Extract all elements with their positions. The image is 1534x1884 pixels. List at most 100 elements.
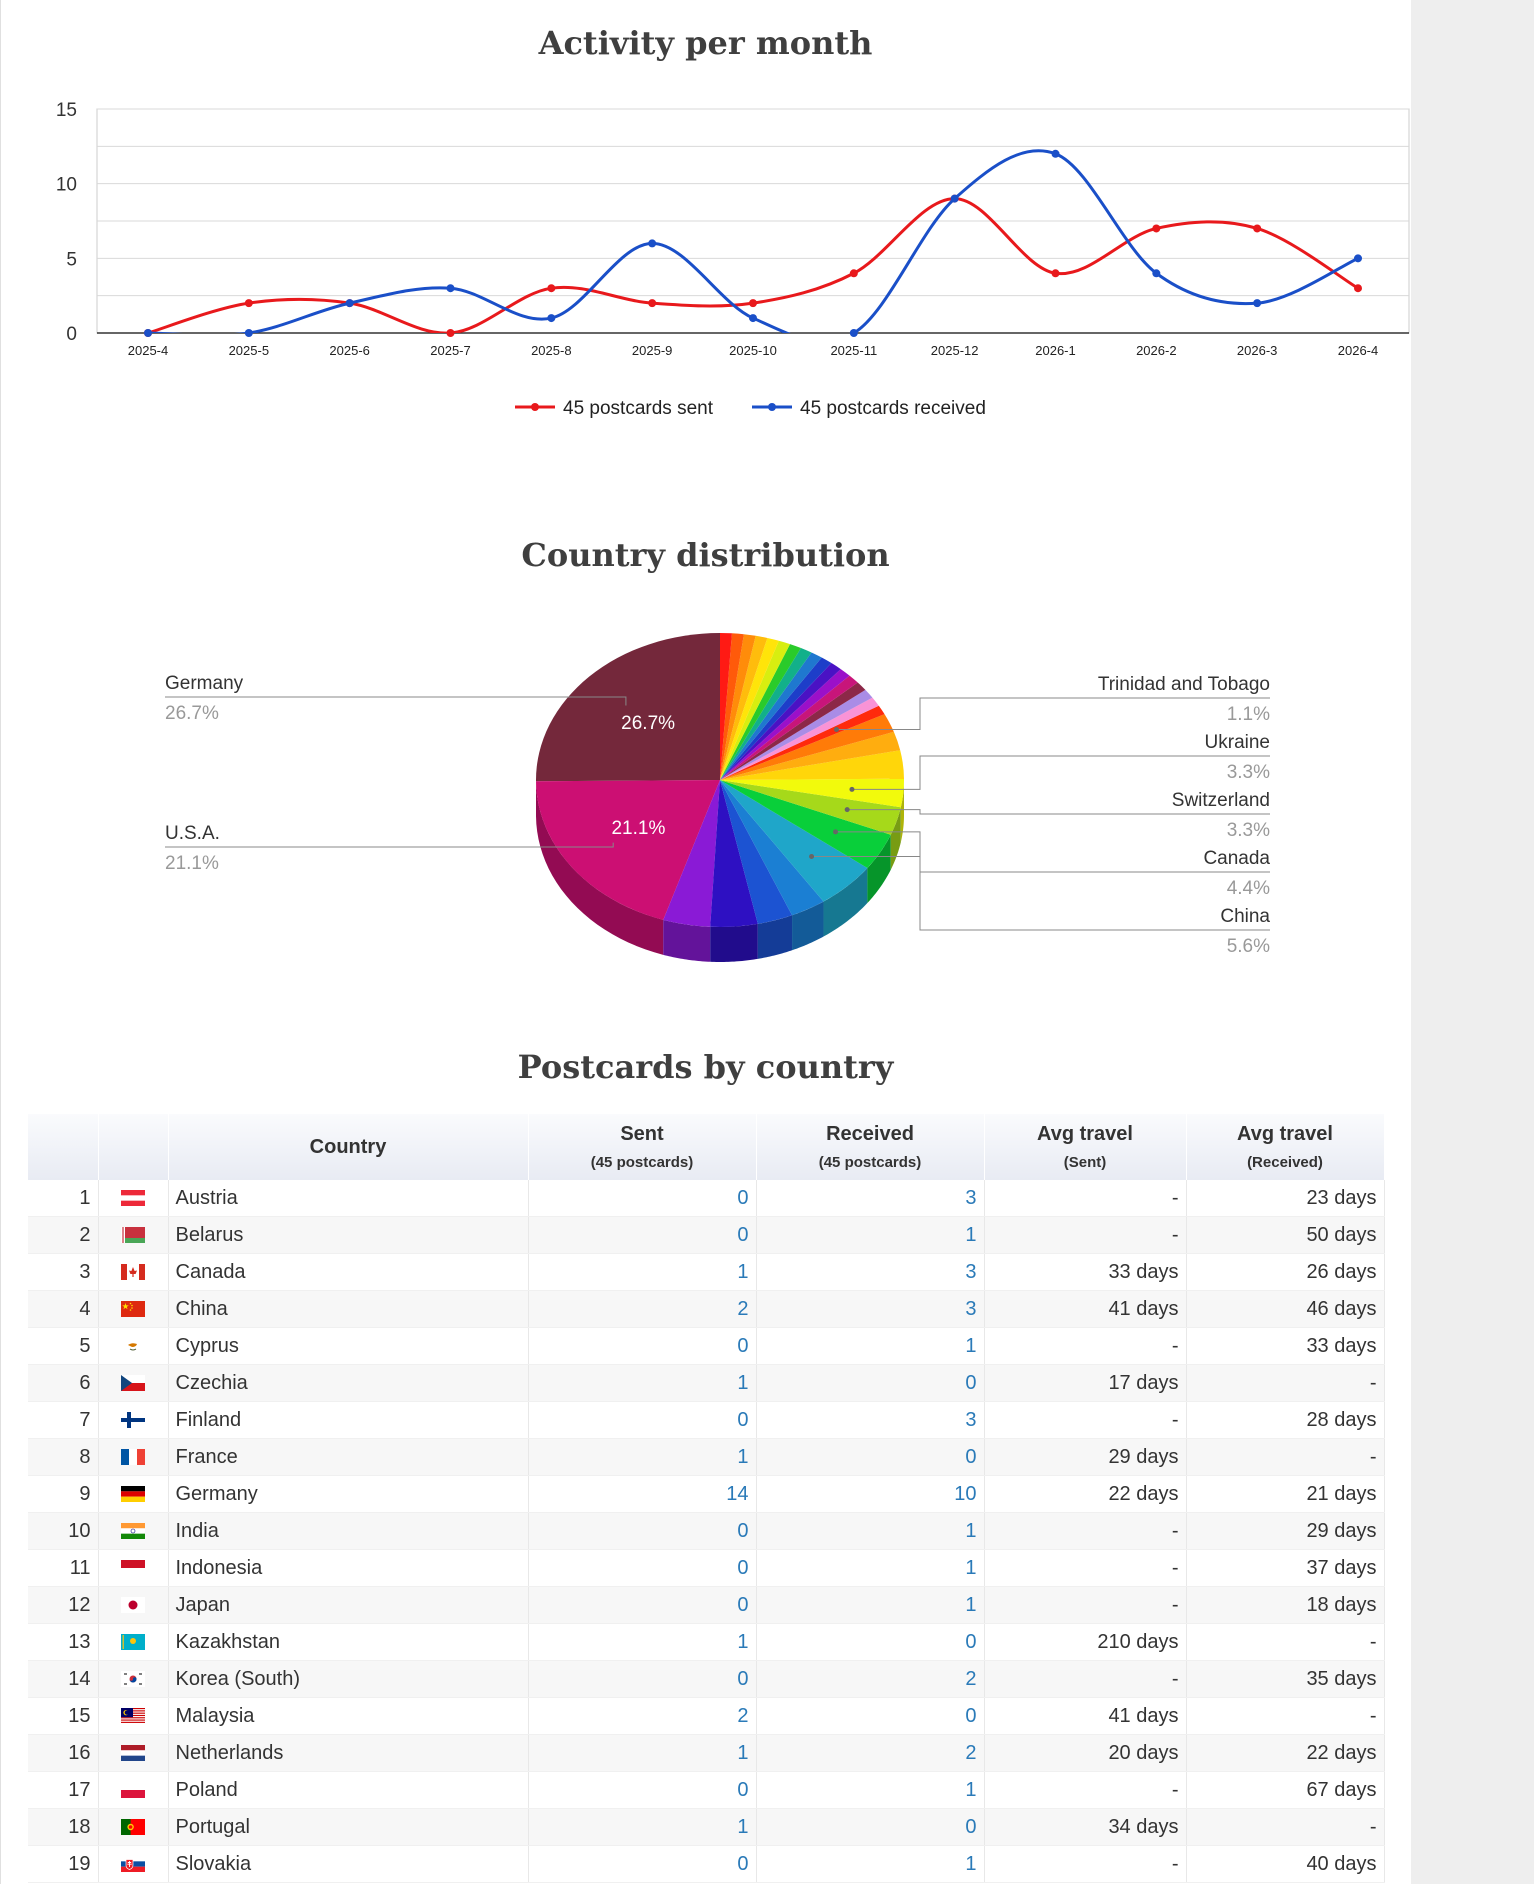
callout-label: Switzerland — [1172, 790, 1270, 811]
france-flag-icon — [121, 1449, 145, 1466]
row-avg-travel-sent: - — [984, 1586, 1187, 1624]
row-avg-travel-sent: 29 days — [984, 1438, 1187, 1476]
pie-inner-label: 26.7% — [621, 713, 675, 734]
row-rank: 14 — [28, 1660, 99, 1698]
pie-top — [536, 633, 904, 927]
india-flag-icon — [121, 1523, 145, 1540]
row-country: Kazakhstan — [168, 1623, 529, 1661]
row-received-count[interactable]: 10 — [756, 1475, 985, 1513]
sent-header[interactable]: Sent (45 postcards) — [528, 1114, 757, 1180]
row-received-count[interactable]: 1 — [756, 1549, 985, 1587]
row-received-count[interactable]: 1 — [756, 1771, 985, 1809]
row-sent-count[interactable]: 0 — [528, 1586, 757, 1624]
row-sent-count[interactable]: 2 — [528, 1290, 757, 1328]
row-sent-count[interactable]: 0 — [528, 1512, 757, 1550]
row-sent-count[interactable]: 1 — [528, 1438, 757, 1476]
pie-slice-other — [720, 633, 744, 780]
row-rank: 11 — [28, 1549, 99, 1587]
row-avg-travel-sent: - — [984, 1327, 1187, 1365]
row-avg-travel-sent: - — [984, 1401, 1187, 1439]
table-row: 9 Germany 14 10 22 days 21 days — [28, 1475, 1385, 1513]
pie-side-ukraine — [900, 780, 904, 843]
row-flag — [98, 1438, 169, 1476]
row-avg-travel-sent: - — [984, 1771, 1187, 1809]
row-received-count[interactable]: 3 — [756, 1253, 985, 1291]
row-received-count[interactable]: 1 — [756, 1845, 985, 1883]
belarus-flag-icon — [121, 1227, 145, 1244]
row-sent-count[interactable]: 2 — [528, 1697, 757, 1735]
row-received-count[interactable]: 1 — [756, 1327, 985, 1365]
row-rank: 5 — [28, 1327, 99, 1365]
avg-travel-sent-header[interactable]: Avg travel (Sent) — [984, 1114, 1187, 1180]
row-sent-count[interactable]: 1 — [528, 1734, 757, 1772]
table-row: 14 Korea (South) 0 2-35 days — [28, 1660, 1385, 1698]
row-avg-travel-sent: 20 days — [984, 1734, 1187, 1772]
callout-percent: 3.3% — [1227, 820, 1270, 841]
row-sent-count[interactable]: 0 — [528, 1845, 757, 1883]
row-received-count[interactable]: 2 — [756, 1734, 985, 1772]
callout-canada: Canada 4.4% — [833, 829, 1270, 899]
row-sent-count[interactable]: 0 — [528, 1327, 757, 1365]
row-sent-count[interactable]: 0 — [528, 1180, 757, 1217]
row-avg-travel-sent: - — [984, 1180, 1187, 1217]
korea-flag-icon — [121, 1671, 145, 1688]
row-received-count[interactable]: 0 — [756, 1364, 985, 1402]
row-avg-travel-sent: 41 days — [984, 1697, 1187, 1735]
row-avg-travel-received: 21 days — [1186, 1475, 1385, 1513]
x-tick-label: 2025-9 — [632, 343, 672, 358]
pie-slice-other — [720, 669, 850, 780]
pie-slice-other — [720, 682, 866, 780]
row-sent-count[interactable]: 0 — [528, 1549, 757, 1587]
callout-line — [165, 842, 614, 848]
row-sent-count[interactable]: 0 — [528, 1771, 757, 1809]
pie-slice-other — [720, 652, 822, 780]
row-country: Slovakia — [168, 1845, 529, 1883]
row-received-count[interactable]: 0 — [756, 1623, 985, 1661]
row-received-count[interactable]: 3 — [756, 1290, 985, 1328]
pie-slice-other — [720, 634, 756, 780]
pie-slice-other — [720, 644, 801, 780]
row-received-count[interactable]: 3 — [756, 1401, 985, 1439]
row-flag — [98, 1180, 169, 1217]
row-avg-travel-received: 33 days — [1186, 1327, 1385, 1365]
callout-china: China 5.6% — [809, 853, 1270, 957]
row-avg-travel-received: 18 days — [1186, 1586, 1385, 1624]
table-row: 17 Poland 0 1-67 days — [28, 1771, 1385, 1809]
row-sent-count[interactable]: 1 — [528, 1364, 757, 1402]
row-sent-count[interactable]: 0 — [528, 1401, 757, 1439]
country-header[interactable]: Country — [168, 1114, 529, 1180]
row-avg-travel-sent: 22 days — [984, 1475, 1187, 1513]
row-avg-travel-sent: - — [984, 1845, 1187, 1883]
row-rank: 4 — [28, 1290, 99, 1328]
received-point — [1152, 269, 1161, 278]
row-country: Portugal — [168, 1808, 529, 1846]
legend-marker — [531, 403, 539, 411]
row-flag — [98, 1549, 169, 1587]
x-tick-label: 2025-12 — [931, 343, 979, 358]
row-received-count[interactable]: 0 — [756, 1697, 985, 1735]
table-row: 15 Malaysia 2 0 41 days - — [28, 1697, 1385, 1735]
row-received-count[interactable]: 1 — [756, 1512, 985, 1550]
row-received-count[interactable]: 0 — [756, 1438, 985, 1476]
avg-travel-received-header[interactable]: Avg travel (Received) — [1186, 1114, 1385, 1180]
pie-side-switzerland — [890, 807, 901, 870]
row-sent-count[interactable]: 1 — [528, 1808, 757, 1846]
row-sent-count[interactable]: 1 — [528, 1623, 757, 1661]
row-received-count[interactable]: 3 — [756, 1180, 985, 1217]
row-received-count[interactable]: 1 — [756, 1586, 985, 1624]
pie-slice-other — [720, 663, 841, 780]
received-point — [1354, 254, 1362, 263]
row-sent-count[interactable]: 0 — [528, 1216, 757, 1254]
row-received-count[interactable]: 1 — [756, 1216, 985, 1254]
row-sent-count[interactable]: 0 — [528, 1660, 757, 1698]
received-header[interactable]: Received (45 postcards) — [756, 1114, 985, 1180]
row-received-count[interactable]: 2 — [756, 1660, 985, 1698]
row-flag — [98, 1623, 169, 1661]
row-received-count[interactable]: 0 — [756, 1808, 985, 1846]
row-sent-count[interactable]: 1 — [528, 1253, 757, 1291]
row-avg-travel-received: 35 days — [1186, 1660, 1385, 1698]
x-tick-label: 2025-7 — [430, 343, 470, 358]
received-point — [547, 314, 556, 323]
row-sent-count[interactable]: 14 — [528, 1475, 757, 1513]
czechia-flag-icon — [121, 1375, 145, 1392]
